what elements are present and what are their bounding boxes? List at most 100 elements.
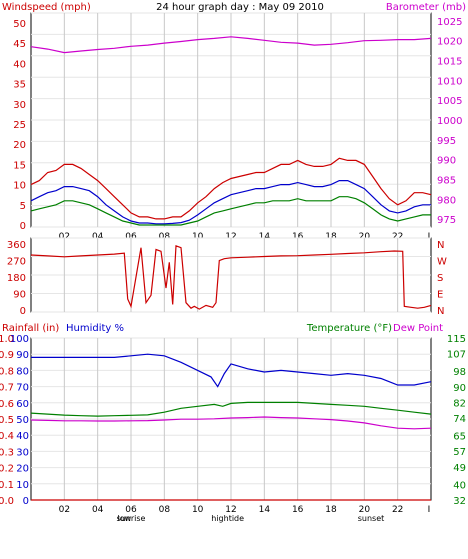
baro-ytick-1005: 1005 bbox=[437, 96, 462, 107]
baro-ytick-985: 985 bbox=[437, 175, 456, 186]
hum-series-green bbox=[30, 401, 432, 417]
temp-ytick-74: 74 bbox=[453, 414, 466, 425]
rain-ytick-0.9: 0.9 bbox=[0, 350, 14, 361]
wind-ytick-40: 40 bbox=[13, 59, 26, 70]
wind-ytick-25: 25 bbox=[13, 120, 26, 131]
hum-xtick-14: 14 bbox=[259, 505, 271, 515]
rain-ytick-0.7: 0.7 bbox=[0, 383, 14, 394]
hum-xtick-20: 20 bbox=[359, 505, 371, 515]
rain-ytick-0.6: 0.6 bbox=[0, 399, 14, 410]
temp-ytick-107: 107 bbox=[447, 350, 466, 361]
baro-ytick-975: 975 bbox=[437, 215, 456, 226]
rain-ytick-0.3: 0.3 bbox=[0, 447, 14, 458]
hum-xtick-18: 18 bbox=[325, 505, 337, 515]
wind-ytick-15: 15 bbox=[13, 160, 26, 171]
dir-compass-4: N bbox=[437, 306, 444, 317]
hum-ytick-40: 40 bbox=[16, 431, 29, 442]
temp-ytick-32: 32 bbox=[453, 496, 466, 507]
wind-ytick-35: 35 bbox=[13, 80, 26, 91]
dir-compass-0: N bbox=[437, 240, 444, 251]
hum-xtick-end: I bbox=[428, 505, 431, 515]
baro-ytick-995: 995 bbox=[437, 136, 456, 147]
wind-ytick-45: 45 bbox=[13, 39, 26, 50]
hum-ytick-50: 50 bbox=[16, 415, 29, 426]
wind-xtick-08: 08 bbox=[159, 232, 171, 242]
wind-xtick-18: 18 bbox=[325, 232, 337, 242]
wind-xtick-12: 12 bbox=[225, 232, 236, 242]
wind-series-green bbox=[30, 196, 431, 226]
hum-ytick-30: 30 bbox=[16, 447, 29, 458]
dir-ytick-90: 90 bbox=[13, 290, 26, 301]
temp-ytick-57: 57 bbox=[453, 447, 466, 458]
temperature-axis-label: Temperature (°F) bbox=[306, 323, 392, 334]
hum-event-sunset: sunset bbox=[358, 514, 385, 523]
temp-ytick-115: 115 bbox=[447, 334, 466, 345]
dir-ytick-270: 270 bbox=[7, 257, 26, 268]
dir-compass-3: E bbox=[437, 290, 443, 301]
wind-xtick-end: I bbox=[428, 232, 431, 242]
rain-ytick-0.1: 0.1 bbox=[0, 480, 14, 491]
hum-ytick-70: 70 bbox=[16, 383, 29, 394]
wind-xtick-16: 16 bbox=[292, 232, 304, 242]
wind-ytick-5: 5 bbox=[20, 201, 26, 212]
wind-ytick-0: 0 bbox=[20, 221, 26, 232]
temp-ytick-49: 49 bbox=[453, 463, 466, 474]
dir-compass-1: W bbox=[437, 257, 447, 268]
temp-ytick-90: 90 bbox=[453, 383, 466, 394]
wind-xtick-06: 06 bbox=[125, 232, 137, 242]
hum-xtick-10: 10 bbox=[192, 505, 204, 515]
dir-ytick-360: 360 bbox=[7, 240, 26, 251]
wind-xtick-20: 20 bbox=[359, 232, 371, 242]
hum-ytick-80: 80 bbox=[16, 366, 29, 377]
hum-xtick-16: 16 bbox=[292, 505, 304, 515]
dewpoint-axis-label: Dew Point bbox=[393, 323, 443, 334]
rain-ytick-1: 1.0 bbox=[0, 334, 14, 345]
rain-ytick-0: 0.0 bbox=[0, 496, 14, 507]
baro-ytick-1025: 1025 bbox=[437, 17, 462, 28]
hum-ytick-100: 100 bbox=[10, 334, 29, 345]
hum-series-magenta bbox=[30, 416, 432, 430]
wind-ytick-10: 10 bbox=[13, 181, 26, 192]
dir-compass-2: S bbox=[437, 273, 443, 284]
hum-xtick-04: 04 bbox=[92, 505, 104, 515]
baro-ytick-1000: 1000 bbox=[437, 116, 462, 127]
temp-ytick-40: 40 bbox=[453, 480, 466, 491]
humidity-axis-label: Humidity % bbox=[66, 323, 124, 334]
hum-xtick-22: 22 bbox=[392, 505, 403, 515]
wind-xtick-02: 02 bbox=[59, 232, 70, 242]
rain-ytick-0.4: 0.4 bbox=[0, 431, 14, 442]
baro-ytick-990: 990 bbox=[437, 156, 456, 167]
wind-xtick-14: 14 bbox=[259, 232, 271, 242]
rainfall-axis-label: Rainfall (in) bbox=[2, 323, 59, 334]
hum-event-sunrise: sunrise bbox=[117, 514, 146, 523]
hum-event-hightide: hightide bbox=[211, 514, 244, 523]
wind-series-blue bbox=[30, 180, 431, 225]
wind-series-magenta bbox=[30, 36, 432, 54]
hum-xtick-02: 02 bbox=[59, 505, 70, 515]
baro-ytick-1015: 1015 bbox=[437, 57, 462, 68]
wind-series-red bbox=[30, 157, 432, 220]
wind-ytick-30: 30 bbox=[13, 100, 26, 111]
temp-ytick-98: 98 bbox=[453, 367, 466, 378]
hum-xtick-08: 08 bbox=[159, 505, 171, 515]
wind-xtick-04: 04 bbox=[92, 232, 104, 242]
direction-series bbox=[30, 244, 432, 310]
chart-title: 24 hour graph day : May 09 2010 bbox=[156, 2, 324, 13]
windspeed-axis-label: Windspeed (mph) bbox=[2, 2, 91, 13]
wind-xtick-22: 22 bbox=[392, 232, 403, 242]
baro-ytick-1020: 1020 bbox=[437, 37, 462, 48]
hum-ytick-60: 60 bbox=[16, 399, 29, 410]
baro-ytick-1010: 1010 bbox=[437, 76, 462, 87]
baro-ytick-980: 980 bbox=[437, 195, 456, 206]
temp-ytick-82: 82 bbox=[453, 398, 466, 409]
hum-xtick-06: 06 bbox=[125, 505, 137, 515]
wind-ytick-50: 50 bbox=[13, 19, 26, 30]
wind-ytick-20: 20 bbox=[13, 140, 26, 151]
barometer-axis-label: Barometer (mb) bbox=[386, 2, 466, 13]
dir-ytick-0: 0 bbox=[20, 306, 26, 317]
temp-ytick-65: 65 bbox=[453, 432, 466, 443]
hum-event-low: low bbox=[117, 514, 131, 523]
rain-ytick-0.2: 0.2 bbox=[0, 464, 14, 475]
hum-ytick-10: 10 bbox=[16, 480, 29, 491]
